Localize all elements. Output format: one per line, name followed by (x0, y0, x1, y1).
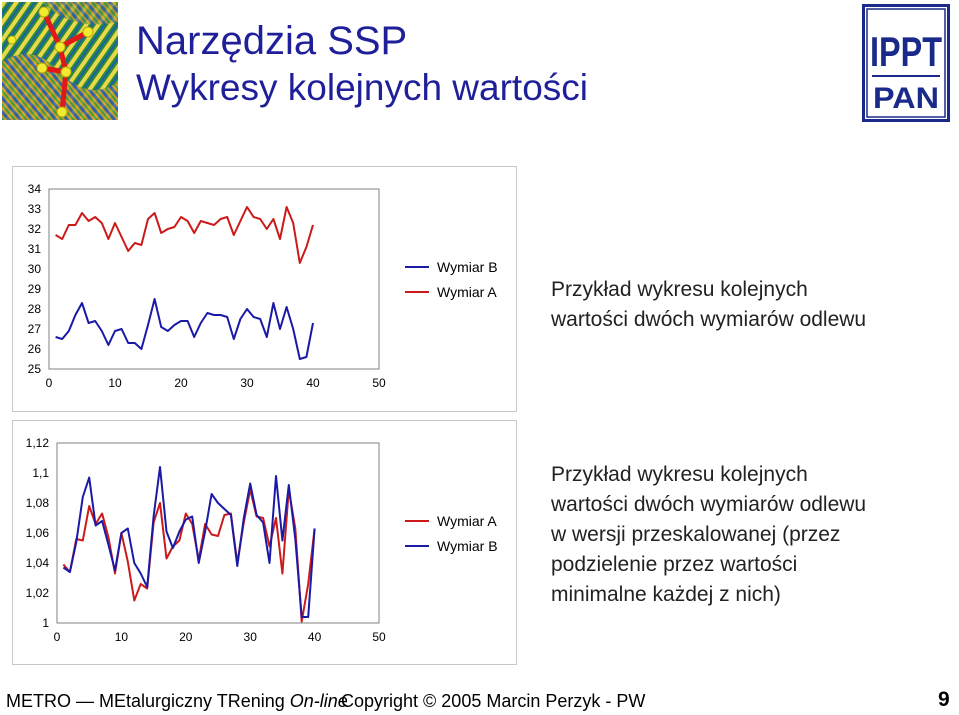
ippt-pan-logo: IPPT PAN (862, 4, 950, 122)
y-tick-label: 31 (28, 242, 42, 256)
x-tick-label: 0 (54, 630, 61, 644)
legend-entry: Wymiar A (437, 284, 497, 300)
description-line: podzielenie przez wartości (551, 553, 798, 576)
y-tick-label: 1,1 (32, 466, 49, 480)
chart-raw-values: 34 33 32 31 30 29 28 27 26 25 0 10 20 30 40 50 Wymiar B W… (12, 166, 517, 412)
series-line (62, 466, 316, 618)
footer-course-name: METRO — MEtalurgiczny TRening (6, 691, 290, 711)
x-tick-label: 20 (174, 376, 188, 390)
footer-copyright: Copyright © 2005 Marcin Perzyk - PW (341, 691, 646, 711)
y-tick-label: 29 (28, 282, 42, 296)
x-tick-label: 10 (115, 630, 129, 644)
metro-logo (2, 2, 118, 120)
logo-text-ippt: IPPT (870, 28, 942, 75)
legend-entry: Wymiar A (437, 513, 497, 529)
series-line (55, 206, 314, 264)
page-subtitle: Wykresy kolejnych wartości (136, 67, 589, 108)
x-tick-label: 10 (108, 376, 122, 390)
legend-entry: Wymiar B (437, 538, 498, 554)
y-tick-label: 1 (42, 616, 49, 630)
description-line: wartości dwóch wymiarów odlewu (551, 493, 867, 516)
x-tick-label: 30 (240, 376, 254, 390)
x-tick-label: 40 (306, 376, 320, 390)
x-tick-label: 50 (372, 630, 386, 644)
x-tick-label: 30 (244, 630, 258, 644)
chart1-description: Przykład wykresu kolejnych wartości dwóc… (551, 275, 866, 335)
plot-area (48, 188, 380, 370)
y-tick-label: 27 (28, 322, 42, 336)
description-line: w wersji przeskalowanej (przez (551, 523, 841, 546)
page-title: Narzędzia SSP (136, 19, 408, 63)
description-line: minimalne każdej z nich) (551, 583, 781, 606)
x-tick-label: 50 (372, 376, 386, 390)
y-tick-label: 1,04 (26, 556, 50, 570)
y-tick-label: 28 (28, 302, 42, 316)
x-tick-label: 20 (179, 630, 193, 644)
footer-online: On-line (289, 691, 348, 711)
chart2-description: Przykład wykresu kolejnych wartości dwóc… (551, 460, 866, 610)
series-line (55, 298, 314, 360)
y-tick-label: 30 (28, 262, 42, 276)
description-line: Przykład wykresu kolejnych (551, 278, 808, 301)
y-tick-label: 1,06 (26, 526, 50, 540)
y-tick-label: 33 (28, 202, 42, 216)
y-tick-label: 26 (28, 342, 42, 356)
y-tick-label: 1,02 (26, 586, 50, 600)
y-tick-label: 32 (28, 222, 42, 236)
chart-scaled-values: 1,12 1,1 1,08 1,06 1,04 1,02 1 0 10 20 30 40 50 Wymia… (12, 420, 517, 665)
y-tick-label: 1,12 (26, 436, 50, 450)
legend-entry: Wymiar B (437, 259, 498, 275)
y-tick-label: 25 (28, 362, 42, 376)
y-tick-label: 34 (28, 182, 42, 196)
page-number: 9 (938, 688, 950, 711)
y-tick-label: 1,08 (26, 496, 50, 510)
x-tick-label: 40 (308, 630, 322, 644)
footer-course: METRO — MEtalurgiczny TRening On-line (6, 690, 348, 712)
x-tick-label: 0 (46, 376, 53, 390)
description-line: wartości dwóch wymiarów odlewu (551, 308, 867, 331)
description-line: Przykład wykresu kolejnych (551, 463, 808, 486)
logo-text-pan: PAN (873, 82, 939, 115)
